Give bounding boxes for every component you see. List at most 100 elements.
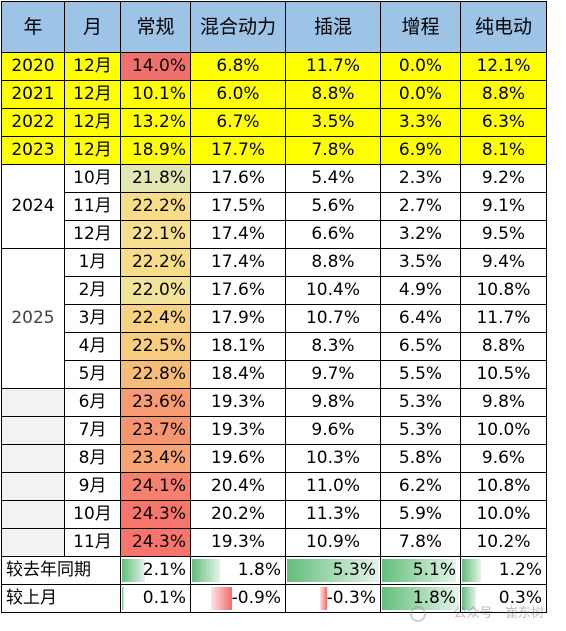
month-cell: 6月	[64, 388, 121, 417]
hybrid-cell: 19.3%	[190, 416, 286, 445]
header-hybrid: 混合动力	[190, 1, 286, 53]
table-row: 11月 24.3% 19.3% 10.9% 7.8% 10.2%	[1, 528, 547, 557]
erev-cell: 0.0%	[380, 52, 461, 81]
erev-cell: 2.3%	[380, 164, 461, 193]
header-month: 月	[64, 1, 121, 53]
yoy-label: 较去年同期	[1, 556, 121, 585]
phev-cell: 8.8%	[285, 80, 381, 109]
table-row: 2021 12月 10.1% 6.0% 8.8% 0.0% 8.8%	[1, 80, 547, 109]
mom-bev-cell: 0.3%	[460, 584, 547, 613]
conv-cell: 22.4%	[120, 304, 191, 333]
header-erev: 增程	[380, 1, 461, 53]
bev-cell: 9.1%	[460, 192, 547, 221]
yoy-conv-cell: 2.1%	[120, 556, 191, 585]
erev-cell: 2.7%	[380, 192, 461, 221]
month-cell: 11月	[64, 528, 121, 557]
month-cell: 12月	[64, 80, 121, 109]
bev-cell: 10.8%	[460, 276, 547, 305]
phev-cell: 6.6%	[285, 220, 381, 249]
phev-cell: 9.8%	[285, 388, 381, 417]
conv-cell: 24.3%	[120, 528, 191, 557]
bar-fill	[122, 559, 145, 582]
hybrid-cell: 6.7%	[190, 108, 286, 137]
hybrid-cell: 17.6%	[190, 276, 286, 305]
month-cell: 12月	[64, 52, 121, 81]
ratio-table: 年 月 常规 混合动力 插混 增程 纯电动 2020 12月 14.0% 6.8…	[1, 1, 547, 613]
erev-cell: 5.3%	[380, 416, 461, 445]
year-cell-empty	[1, 388, 65, 417]
year-cell-empty	[1, 500, 65, 529]
table-row: 5月 22.8% 18.4% 9.7% 5.5% 10.5%	[2, 360, 547, 389]
bev-cell: 10.0%	[460, 500, 547, 529]
mom-hybrid-cell: -0.9%	[190, 584, 286, 613]
bar-fill	[192, 559, 220, 582]
bar-fill	[382, 587, 459, 610]
erev-cell: 5.3%	[380, 388, 461, 417]
phev-cell: 5.4%	[285, 164, 381, 193]
conv-cell: 10.1%	[120, 80, 191, 109]
table-row: 2月 22.0% 17.6% 10.4% 4.9% 10.8%	[2, 276, 547, 305]
bar-value: -0.9%	[231, 588, 281, 608]
bar-fill	[211, 587, 232, 610]
erev-cell: 3.2%	[380, 220, 461, 249]
hybrid-cell: 19.3%	[190, 388, 286, 417]
conv-cell: 22.2%	[120, 192, 191, 221]
phev-cell: 8.3%	[285, 332, 381, 361]
erev-cell: 5.9%	[380, 500, 461, 529]
erev-cell: 0.0%	[380, 80, 461, 109]
bev-cell: 9.4%	[460, 248, 547, 277]
wechat-icon	[410, 606, 426, 622]
phev-cell: 9.7%	[285, 360, 381, 389]
conv-cell: 22.2%	[120, 248, 191, 277]
hybrid-cell: 17.5%	[190, 192, 286, 221]
conv-cell: 18.9%	[120, 136, 191, 165]
table-row: 8月 23.4% 19.6% 10.3% 5.8% 9.6%	[1, 444, 547, 473]
year-cell: 2024	[1, 164, 65, 249]
bar-fill	[382, 559, 456, 582]
header-row: 年 月 常规 混合动力 插混 增程 纯电动	[1, 1, 547, 53]
mom-phev-cell: -0.3%	[285, 584, 381, 613]
month-cell: 4月	[64, 332, 121, 361]
yoy-erev-cell: 5.1%	[380, 556, 461, 585]
conv-cell: 24.3%	[120, 500, 191, 529]
bev-cell: 10.0%	[460, 416, 547, 445]
erev-cell: 6.9%	[380, 136, 461, 165]
mom-conv-cell: 0.1%	[120, 584, 191, 613]
phev-cell: 9.6%	[285, 416, 381, 445]
year-cell: 2021	[1, 80, 65, 109]
table-row: 2024 10月 21.8% 17.6% 5.4% 2.3% 9.2%	[1, 164, 547, 249]
conv-cell: 13.2%	[120, 108, 191, 137]
phev-cell: 10.3%	[285, 444, 381, 473]
month-cell: 7月	[64, 416, 121, 445]
hybrid-cell: 17.4%	[190, 248, 286, 277]
bar-value: 5.3%	[332, 560, 376, 580]
conv-cell: 23.4%	[120, 444, 191, 473]
month-cell: 10月	[64, 164, 121, 193]
bar-value: 1.8%	[412, 588, 456, 608]
header-year: 年	[1, 1, 65, 53]
bev-cell: 8.1%	[460, 136, 547, 165]
conv-cell: 22.1%	[120, 220, 191, 249]
year-cell-empty	[1, 472, 65, 501]
bev-cell: 10.5%	[460, 360, 547, 389]
bar-fill	[287, 559, 379, 582]
bar-value: 1.8%	[237, 560, 281, 580]
erev-cell: 3.5%	[380, 248, 461, 277]
table-row: 3月 22.4% 17.9% 10.7% 6.4% 11.7%	[2, 304, 547, 333]
yoy-row: 较去年同期 2.1% 1.8% 5.3% 5.1% 1.2%	[1, 556, 547, 585]
bev-cell: 6.3%	[460, 108, 547, 137]
phev-cell: 11.7%	[285, 52, 381, 81]
hybrid-cell: 18.1%	[190, 332, 286, 361]
bev-cell: 11.7%	[460, 304, 547, 333]
erev-cell: 6.2%	[380, 472, 461, 501]
bev-cell: 10.2%	[460, 528, 547, 557]
phev-cell: 10.7%	[285, 304, 381, 333]
erev-cell: 3.3%	[380, 108, 461, 137]
conv-cell: 24.1%	[120, 472, 191, 501]
yoy-bev-cell: 1.2%	[460, 556, 547, 585]
month-cell: 12月	[64, 220, 121, 249]
header-bev: 纯电动	[460, 1, 547, 53]
phev-cell: 3.5%	[285, 108, 381, 137]
header-phev: 插混	[285, 1, 381, 53]
month-cell: 1月	[64, 248, 121, 277]
